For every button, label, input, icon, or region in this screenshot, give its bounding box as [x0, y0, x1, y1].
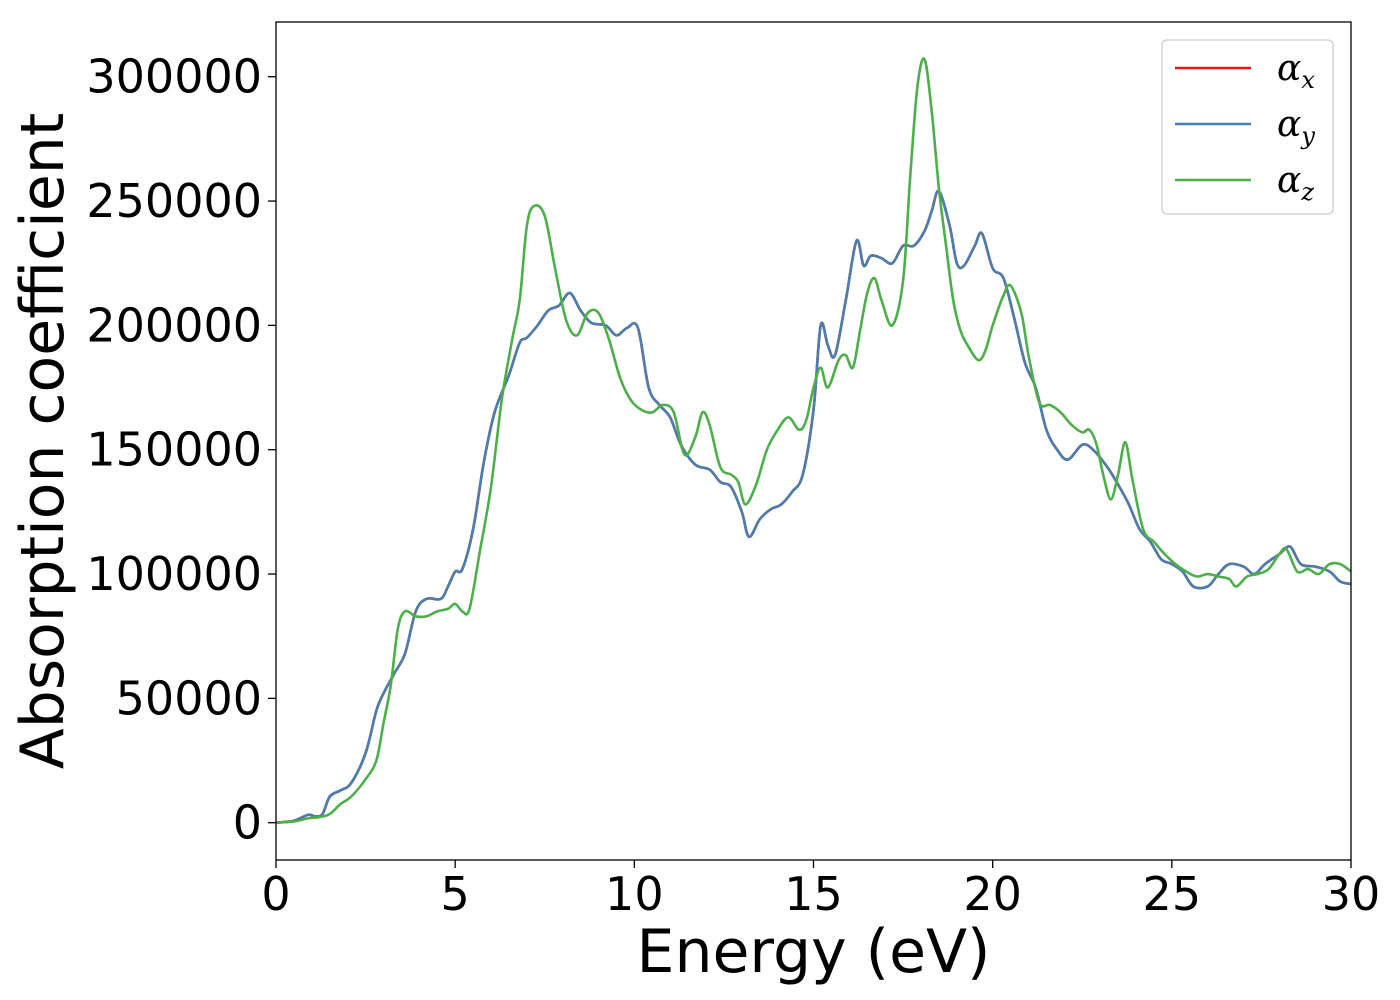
y-tick-label: 300000 — [86, 50, 262, 104]
legend-label-y: αy — [1277, 104, 1315, 150]
x-tick-label: 25 — [1143, 867, 1202, 921]
series-layer — [276, 57, 1351, 824]
series-line-z — [276, 57, 1351, 824]
legend-box — [1161, 39, 1334, 215]
x-tick-label: 15 — [784, 867, 843, 921]
y-tick-label: 100000 — [86, 547, 262, 601]
y-axis: 0 50000 100000 150000 200000 250000 300000 — [86, 50, 276, 850]
y-tick-label: 0 — [233, 796, 262, 850]
x-tick-label: 20 — [963, 867, 1022, 921]
y-tick-label: 250000 — [86, 174, 262, 228]
y-tick-label: 200000 — [86, 298, 262, 352]
x-axis-title: Energy (eV) — [637, 917, 991, 987]
y-axis-title: Absorption coefficient — [8, 113, 78, 770]
legend: αx αy αz — [1161, 39, 1334, 215]
x-axis: 0 5 10 15 20 25 30 — [261, 860, 1380, 921]
x-tick-label: 10 — [605, 867, 664, 921]
x-tick-label: 5 — [441, 867, 470, 921]
y-tick-label: 50000 — [116, 671, 262, 725]
legend-label-x: αx — [1277, 48, 1315, 94]
x-tick-label: 30 — [1322, 867, 1381, 921]
x-tick-label: 0 — [261, 867, 290, 921]
y-tick-label: 150000 — [86, 423, 262, 477]
legend-label-z: αz — [1277, 160, 1314, 206]
